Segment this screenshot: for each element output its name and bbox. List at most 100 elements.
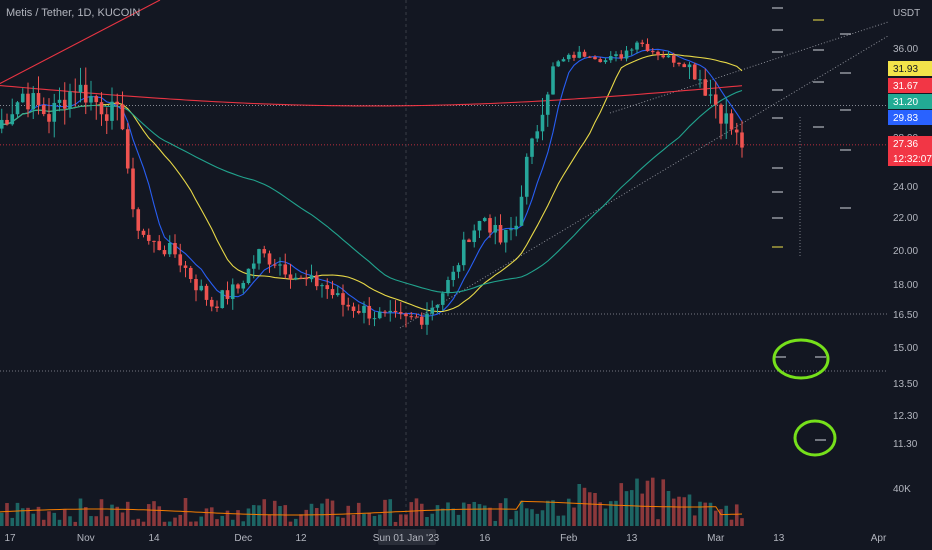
candle-body (519, 196, 524, 226)
candle-body (162, 250, 167, 255)
candle-body (220, 290, 225, 309)
candle-body (540, 114, 545, 132)
candle-body (509, 229, 513, 231)
volume-bar (435, 505, 440, 526)
volume-bar (209, 507, 214, 526)
volume-bar (120, 512, 125, 526)
price-tag-background (888, 94, 932, 109)
volume-bar (467, 503, 471, 526)
candle-body (419, 316, 424, 325)
candle-body (472, 230, 477, 243)
candle-body (10, 114, 15, 125)
volume-bar (110, 504, 114, 526)
volume-bar (488, 507, 492, 526)
volume-bar (5, 503, 9, 526)
volume-bar (173, 517, 177, 526)
volume-bar (372, 516, 377, 526)
candle-body (330, 289, 335, 296)
volume-bar (409, 502, 414, 526)
candle-body (267, 253, 272, 265)
candle-body (640, 42, 645, 44)
volume-bar (356, 502, 361, 526)
candle-body (83, 84, 88, 103)
volume-bar (666, 490, 671, 526)
volume-bar (178, 514, 183, 526)
volume-bar (141, 521, 146, 526)
volume-bar (682, 497, 687, 526)
volume-bar (414, 498, 419, 526)
volume-bar (325, 498, 330, 526)
volume-bar (556, 515, 561, 526)
volume-bar (304, 509, 309, 526)
candle-body (320, 285, 324, 287)
candle-body (561, 59, 566, 62)
volume-bar (566, 498, 571, 526)
candle-body (425, 313, 429, 325)
volume-bar (367, 512, 372, 526)
volume-bar (624, 491, 629, 526)
candle-body (236, 284, 240, 289)
volume-bar (335, 516, 340, 526)
time-axis-tick: 17 (4, 533, 16, 544)
volume-bar (645, 480, 650, 526)
volume-bar (31, 513, 36, 526)
candle-body (409, 316, 414, 318)
candle-body (99, 102, 104, 115)
price-tag-label: 31.67 (893, 81, 918, 92)
volume-bar (582, 487, 587, 526)
volume-bar (393, 521, 398, 526)
candle-body (456, 265, 461, 272)
time-axis-tick: Nov (77, 533, 95, 544)
volume-bar (493, 520, 498, 526)
highlight-circle (793, 419, 837, 457)
volume-bar (262, 499, 267, 526)
candle-body (671, 55, 676, 63)
volume-bar (461, 502, 466, 526)
volume-bar (724, 505, 729, 526)
candle-body (482, 218, 487, 221)
volume-bar (614, 500, 618, 526)
candle-body (650, 51, 655, 53)
volume-bar (267, 514, 272, 526)
candle-body (152, 240, 156, 242)
volume-bar (346, 505, 351, 526)
candle-body (241, 283, 246, 289)
candle-body (372, 318, 377, 320)
volume-bar (503, 498, 508, 526)
volume-bar (131, 519, 135, 526)
volume-bar (115, 506, 120, 526)
candle-body (388, 310, 393, 313)
volume-bar (362, 513, 366, 526)
candle-body (398, 312, 403, 314)
candle-body (677, 62, 681, 65)
volume-bar (430, 513, 435, 526)
volume-bar (671, 498, 676, 526)
time-axis-tick: 14 (148, 533, 160, 544)
candle-body (288, 274, 293, 280)
candle-body (78, 84, 83, 93)
volume-bar (719, 509, 723, 526)
candle-body (593, 57, 597, 60)
volume-bar (330, 500, 335, 526)
price-tag-background (888, 151, 932, 166)
volume-bar (456, 514, 461, 526)
volume-bar (246, 508, 251, 526)
projection-marks (772, 7, 851, 441)
candle-body (692, 64, 697, 80)
candle-body (498, 225, 503, 243)
volume-bar (73, 521, 78, 526)
time-axis[interactable] (0, 528, 888, 550)
candle-body (645, 43, 650, 52)
volume-bar (225, 510, 230, 526)
volume-bar (89, 516, 93, 526)
volume-bar (57, 519, 62, 526)
volume-bar (41, 519, 46, 526)
candle-body (556, 61, 561, 67)
volume-bar (440, 508, 445, 526)
candle-body (73, 91, 78, 93)
candle-body (535, 131, 540, 139)
candle-body (173, 243, 177, 255)
candle-body (603, 60, 608, 63)
volume-bar (220, 515, 225, 526)
